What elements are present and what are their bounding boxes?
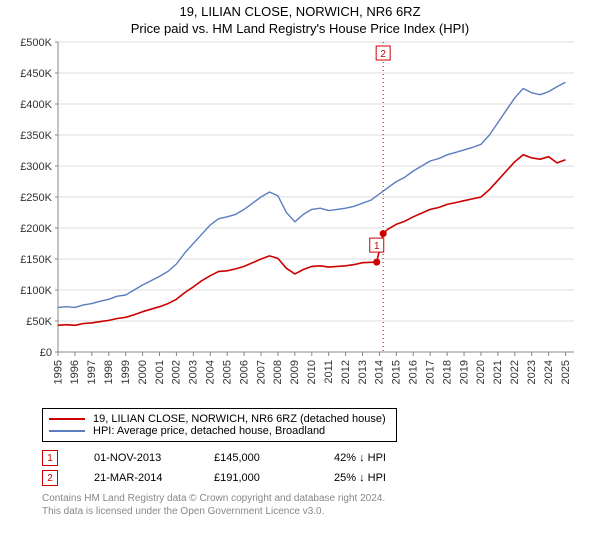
legend-label: 19, LILIAN CLOSE, NORWICH, NR6 6RZ (deta… [93, 413, 386, 425]
ytick-label: £200K [20, 223, 52, 235]
xtick-label: 2005 [221, 360, 233, 384]
sale-event-price: £145,000 [214, 452, 304, 464]
footer-line2: This data is licensed under the Open Gov… [42, 505, 600, 518]
xtick-label: 1999 [120, 360, 132, 384]
xtick-label: 2016 [408, 360, 420, 384]
ytick-label: £0 [40, 347, 52, 359]
sale-event-row: 1 01-NOV-2013 £145,000 42% ↓ HPI [42, 450, 600, 466]
legend-swatch [49, 418, 85, 420]
sale-marker-badge-num: 1 [374, 241, 380, 252]
ytick-label: £450K [20, 68, 52, 80]
xtick-label: 2013 [357, 360, 369, 384]
series-hpi [58, 82, 566, 307]
xtick-label: 2023 [526, 360, 538, 384]
legend: 19, LILIAN CLOSE, NORWICH, NR6 6RZ (deta… [42, 408, 397, 442]
legend-label: HPI: Average price, detached house, Broa… [93, 425, 325, 437]
ytick-label: £500K [20, 37, 52, 49]
xtick-label: 2022 [509, 360, 521, 384]
sale-event-row: 2 21-MAR-2014 £191,000 25% ↓ HPI [42, 470, 600, 486]
sale-events-table: 1 01-NOV-2013 £145,000 42% ↓ HPI 2 21-MAR-201… [42, 450, 600, 486]
sale-event-price: £191,000 [214, 472, 304, 484]
sale-marker-dot [373, 259, 380, 266]
xtick-label: 2001 [154, 360, 166, 384]
xtick-label: 2025 [560, 360, 572, 384]
xtick-label: 2011 [323, 360, 335, 384]
sale-event-date: 21-MAR-2014 [94, 472, 184, 484]
xtick-label: 2003 [188, 360, 200, 384]
legend-item: 19, LILIAN CLOSE, NORWICH, NR6 6RZ (deta… [49, 413, 386, 425]
ytick-label: £50K [26, 316, 52, 328]
xtick-label: 2000 [137, 360, 149, 384]
xtick-label: 2002 [171, 360, 183, 384]
xtick-label: 2019 [458, 360, 470, 384]
xtick-label: 1996 [69, 360, 81, 384]
sale-event-badge: 2 [42, 470, 58, 486]
ytick-label: £150K [20, 254, 52, 266]
sale-event-delta: 25% ↓ HPI [334, 472, 424, 484]
ytick-label: £100K [20, 285, 52, 297]
xtick-label: 2006 [238, 360, 250, 384]
xtick-label: 1995 [52, 360, 64, 384]
ytick-label: £250K [20, 192, 52, 204]
sale-marker-badge-num: 2 [380, 49, 386, 60]
ytick-label: £400K [20, 99, 52, 111]
sale-event-delta: 42% ↓ HPI [334, 452, 424, 464]
ytick-label: £300K [20, 161, 52, 173]
legend-swatch [49, 430, 85, 432]
chart-title-line1: 19, LILIAN CLOSE, NORWICH, NR6 6RZ [0, 4, 600, 19]
xtick-label: 2021 [492, 360, 504, 384]
chart-title-line2: Price paid vs. HM Land Registry's House … [0, 21, 600, 36]
xtick-label: 2015 [391, 360, 403, 384]
xtick-label: 2014 [374, 360, 386, 384]
chart-svg: £0 £50K £100K £150K £200K £250K £300K £350K £400… [10, 36, 590, 406]
xtick-label: 2009 [289, 360, 301, 384]
ytick-label: £350K [20, 130, 52, 142]
footer: Contains HM Land Registry data © Crown c… [42, 492, 600, 518]
footer-line1: Contains HM Land Registry data © Crown c… [42, 492, 600, 505]
chart-area: £0 £50K £100K £150K £200K £250K £300K £350K £400… [10, 36, 590, 406]
xtick-label: 2012 [340, 360, 352, 384]
sale-event-badge: 1 [42, 450, 58, 466]
sale-event-date: 01-NOV-2013 [94, 452, 184, 464]
xtick-label: 2007 [255, 360, 267, 384]
xtick-label: 1998 [103, 360, 115, 384]
xtick-label: 2024 [543, 360, 555, 384]
xtick-label: 2018 [441, 360, 453, 384]
xtick-label: 2008 [272, 360, 284, 384]
series-subject [58, 155, 566, 325]
xtick-label: 2004 [205, 360, 217, 384]
xtick-label: 1997 [86, 360, 98, 384]
sale-marker-dot [380, 230, 387, 237]
xtick-label: 2010 [306, 360, 318, 384]
xtick-label: 2020 [475, 360, 487, 384]
xtick-label: 2017 [424, 360, 436, 384]
legend-item: HPI: Average price, detached house, Broa… [49, 425, 386, 437]
